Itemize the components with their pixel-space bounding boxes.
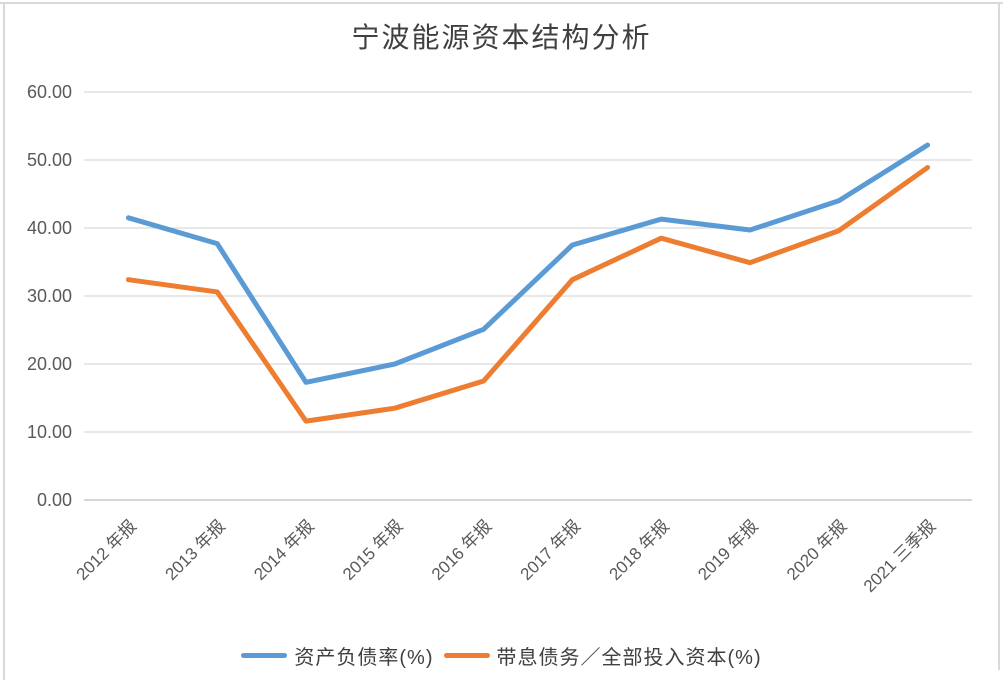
legend-item-1: 带息债务／全部投入资本(%) (443, 641, 762, 670)
chart-legend: 资产负债率(%) 带息债务／全部投入资本(%) (0, 641, 1003, 670)
x-axis-category-label: 2014 年报 (250, 516, 318, 584)
y-axis-tick-label: 10.00 (27, 422, 72, 442)
frame-border-left (3, 2, 5, 680)
x-axis-category-label: 2017 年报 (517, 516, 585, 584)
x-axis-category-label: 2016 年报 (428, 516, 496, 584)
chart-title: 宁波能源资本结构分析 (351, 21, 652, 54)
y-axis-tick-label: 50.00 (27, 150, 72, 170)
x-axis-category-label: 2015 年报 (339, 516, 407, 584)
frame-border-right (998, 2, 1000, 670)
legend-line-swatch (241, 653, 288, 658)
y-axis-tick-label: 0.00 (37, 490, 72, 510)
series-line-1 (125, 164, 931, 424)
legend-line-swatch (443, 653, 490, 658)
x-axis-category-label: 2018 年报 (605, 516, 673, 584)
y-axis-tick-label: 30.00 (27, 286, 72, 306)
y-axis-tick-label: 20.00 (27, 354, 72, 374)
x-axis-category-label: 2021 三季报 (860, 516, 940, 596)
legend-item-0: 资产负债率(%) (241, 641, 433, 670)
x-axis-category-label: 2019 年报 (694, 516, 762, 584)
x-axis-category-label: 2013 年报 (161, 516, 229, 584)
x-axis-category-label: 2020 年报 (783, 516, 851, 584)
y-axis-tick-label: 60.00 (27, 82, 72, 102)
legend-label: 资产负债率(%) (294, 647, 434, 669)
frame-border-top (0, 2, 1003, 4)
series-line-0 (125, 142, 931, 385)
x-axis-category-label: 2012 年报 (73, 516, 141, 584)
legend-label: 带息债务／全部投入资本(%) (496, 647, 762, 669)
y-axis-tick-label: 40.00 (27, 218, 72, 238)
